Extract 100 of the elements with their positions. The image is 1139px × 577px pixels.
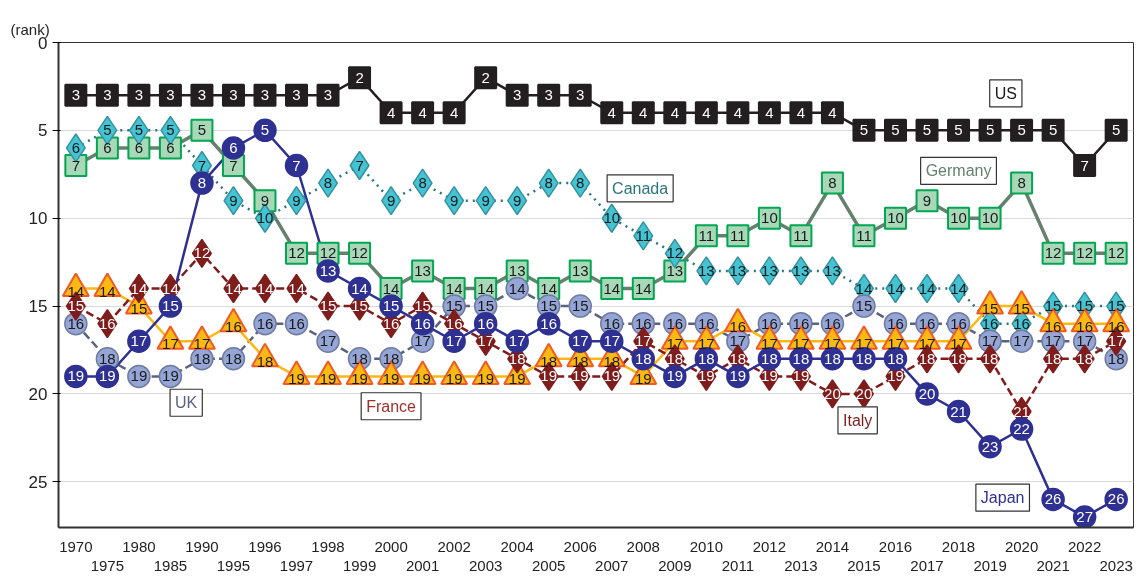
x-tick-label: 1995 <box>216 556 251 574</box>
y-tick-label: 5 <box>38 121 48 141</box>
x-tick-label: 2009 <box>658 556 692 574</box>
x-tick-label: 2007 <box>595 556 629 574</box>
data-label: 15 <box>319 297 337 315</box>
data-label: 18 <box>508 349 526 367</box>
data-label: 16 <box>603 314 621 332</box>
data-label: 15 <box>855 297 873 315</box>
data-label: 3 <box>229 86 238 104</box>
data-label: 14 <box>67 282 85 300</box>
data-label: 19 <box>634 370 652 388</box>
data-label: 16 <box>477 314 495 332</box>
series-label: Canada <box>612 179 669 197</box>
data-label: 23 <box>981 437 999 455</box>
data-label: 14 <box>634 279 652 297</box>
data-label: 2 <box>481 68 490 86</box>
data-label: 18 <box>792 349 810 367</box>
data-label: 19 <box>445 370 463 388</box>
data-label: 16 <box>382 314 400 332</box>
data-label: 17 <box>729 332 747 350</box>
data-label: 19 <box>603 367 621 385</box>
data-label: 10 <box>887 209 904 227</box>
data-label: 10 <box>981 209 999 227</box>
data-label: 18 <box>603 352 621 370</box>
data-label: 3 <box>166 86 175 104</box>
data-label: 15 <box>1044 297 1062 315</box>
data-label: 14 <box>99 282 116 300</box>
data-label: 16 <box>256 314 274 332</box>
data-label: 14 <box>855 279 873 297</box>
data-label: 5 <box>166 121 175 139</box>
data-label: 18 <box>351 349 368 367</box>
data-label: 13 <box>697 261 715 279</box>
data-label: 19 <box>351 370 368 388</box>
data-label: 17 <box>414 332 431 350</box>
x-tick-label: 2002 <box>437 537 471 555</box>
data-label: 11 <box>698 226 715 244</box>
data-label: 16 <box>1013 314 1030 332</box>
data-label: 18 <box>1107 349 1125 367</box>
data-label: 15 <box>445 297 463 315</box>
data-label: 3 <box>197 86 207 104</box>
data-label: 5 <box>1048 121 1058 139</box>
data-label: 15 <box>351 297 368 315</box>
data-label: 9 <box>513 191 522 209</box>
y-tick-label: 10 <box>28 209 48 229</box>
data-label: 19 <box>477 370 495 388</box>
x-tick-label: 1999 <box>342 556 377 574</box>
data-label: 9 <box>260 191 270 209</box>
data-label: 7 <box>355 156 364 174</box>
data-label: 3 <box>544 86 553 104</box>
data-label: 19 <box>571 367 589 385</box>
data-label: 16 <box>67 314 85 332</box>
x-tick-label: 2023 <box>1099 556 1133 574</box>
data-label: 14 <box>130 279 148 297</box>
data-label: 7 <box>197 156 207 174</box>
data-label: 8 <box>576 174 585 192</box>
data-label: 15 <box>382 297 400 315</box>
data-label: 17 <box>508 332 526 350</box>
data-label: 7 <box>292 156 301 174</box>
data-label: 14 <box>887 279 904 297</box>
data-label: 8 <box>323 174 333 192</box>
data-label: 14 <box>162 279 179 297</box>
x-tick-label: 1996 <box>248 537 282 555</box>
data-label: 19 <box>697 367 715 385</box>
series-label: UK <box>175 394 198 412</box>
data-label: 4 <box>796 103 806 121</box>
series-label: Italy <box>842 411 873 429</box>
data-label: 12 <box>288 244 305 262</box>
data-label: 18 <box>729 349 747 367</box>
data-label: 19 <box>887 367 904 385</box>
data-label: 18 <box>855 349 873 367</box>
data-label: 15 <box>477 297 495 315</box>
x-tick-label: 2012 <box>752 537 787 555</box>
data-label: 9 <box>292 191 301 209</box>
data-label: 18 <box>256 352 274 370</box>
data-label: 22 <box>1013 420 1030 438</box>
series-label: France <box>366 397 417 415</box>
data-label: 17 <box>319 332 337 350</box>
data-label: 4 <box>733 103 743 121</box>
data-label: 14 <box>382 279 400 297</box>
data-label: 8 <box>544 174 553 192</box>
data-label: 18 <box>571 352 589 370</box>
data-label: 5 <box>197 121 207 139</box>
data-label: 9 <box>449 191 459 209</box>
x-tick-label: 2013 <box>784 556 818 574</box>
data-label: 16 <box>729 317 747 335</box>
data-label: 18 <box>99 349 116 367</box>
data-label: 19 <box>761 367 778 385</box>
data-label: 16 <box>414 314 431 332</box>
data-label: 19 <box>162 367 179 385</box>
data-label: 4 <box>765 103 774 121</box>
data-label: 14 <box>950 279 967 297</box>
data-label: 19 <box>382 370 400 388</box>
y-tick-label: 25 <box>28 472 48 492</box>
x-tick-label: 2014 <box>815 537 850 555</box>
x-tick-label: 2001 <box>405 556 440 574</box>
series-label: Germany <box>925 162 992 180</box>
data-label: 5 <box>859 121 869 139</box>
data-label: 15 <box>1076 297 1093 315</box>
data-label: 18 <box>193 349 211 367</box>
data-label: 21 <box>1013 402 1030 420</box>
